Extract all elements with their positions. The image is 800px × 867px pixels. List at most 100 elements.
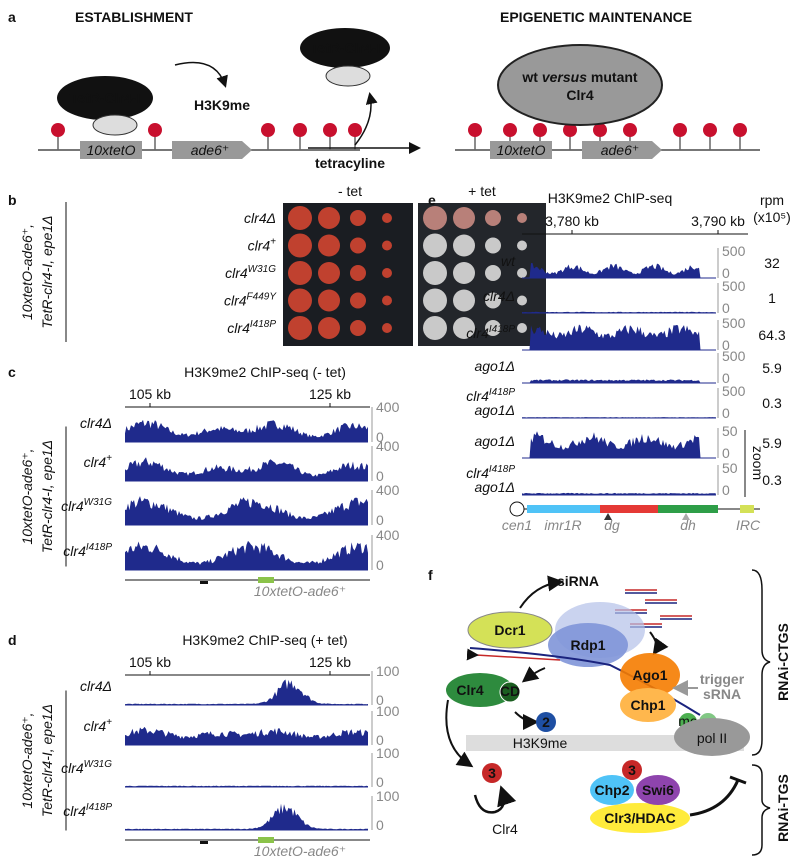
rpm-value: 5.9: [762, 435, 782, 451]
clr4-variant: [497, 44, 663, 126]
cd-domain: [499, 681, 521, 703]
scale-label: 50: [722, 460, 738, 476]
gene-name: clr4: [466, 388, 489, 404]
pathway-label: RNAi-TGS: [775, 774, 791, 842]
protein-label: TetR-Clr4-I: [70, 90, 141, 106]
gene-name: clr4: [248, 238, 271, 254]
gene-name: clr4: [466, 465, 489, 481]
scale-label: 400: [376, 527, 400, 543]
protein-label: Clr3/HDAC: [604, 810, 676, 826]
strain-line1: 10xtetO-ade6⁺,: [19, 712, 35, 808]
colony-spot: [318, 317, 340, 339]
recruit-arrow: [521, 666, 546, 683]
step: [536, 712, 556, 732]
pathway-label: RNAi-CTGS: [775, 623, 791, 701]
colony-spot: [350, 320, 366, 336]
region-label: dg: [604, 517, 620, 533]
scale-label: 0: [376, 732, 384, 748]
protein-label: pol II: [697, 730, 727, 746]
allele: W31G: [84, 497, 113, 508]
colony-spot: [423, 206, 447, 230]
ade6-label: ade6⁺: [601, 142, 640, 158]
x-tick-label: 105 kb: [129, 386, 171, 402]
step-label: 2: [542, 714, 550, 730]
scale-label: 500: [722, 348, 746, 364]
colony-spot: [485, 292, 501, 309]
colony-spot: [517, 323, 527, 333]
repression-bar: [729, 775, 747, 785]
ade6-arrow: [582, 141, 662, 159]
locus-label: 10xtetO-ade6⁺: [254, 843, 346, 859]
rpm-value: 32: [764, 255, 780, 271]
scale-label: 0: [376, 557, 384, 573]
teto-label: 10xtetO: [86, 142, 135, 158]
colony-spot: [350, 265, 366, 281]
locus-marker: [258, 577, 274, 583]
panel-label: c: [8, 364, 16, 380]
colony-spot: [382, 323, 392, 333]
colony-spot: [453, 317, 475, 339]
panel-title: H3K9me2 ChIP-seq (- tet): [184, 364, 346, 380]
h3k9me-mark: [533, 123, 547, 137]
ago1: [620, 653, 680, 697]
rpm-value: 1: [768, 290, 776, 306]
protein-label: Rdp1: [571, 637, 606, 653]
gene-name: clr4: [466, 325, 489, 341]
gene-name: clr4Δ: [483, 288, 515, 304]
variant-label: Clr4: [566, 87, 593, 103]
colony-spot: [485, 320, 501, 336]
deposit-arrow: [174, 61, 228, 88]
gene-name: clr4: [61, 498, 84, 514]
chp1: [620, 688, 676, 722]
allele: +: [270, 237, 276, 248]
repression: [689, 779, 740, 817]
teto-label: 10xtetO: [496, 142, 545, 158]
scale-label: 0: [722, 265, 730, 281]
centromere: [509, 501, 525, 517]
step: [622, 760, 642, 780]
tetr: [325, 65, 371, 87]
h3k9me-mark: [623, 123, 637, 137]
scale-label: 500: [722, 243, 746, 259]
region-label: IRC: [736, 517, 761, 533]
h3k9me-mark: [148, 123, 162, 137]
colony-spot: [423, 288, 447, 313]
h3k9me-mark: [563, 123, 577, 137]
coverage: [522, 492, 716, 495]
gene-name: ago1Δ: [474, 358, 515, 374]
panel-label: a: [8, 9, 16, 25]
protein-label: Swi6: [642, 782, 674, 798]
protein-label: Chp2: [595, 782, 630, 798]
colony-spot: [423, 233, 447, 258]
protein-label: Clr4: [492, 821, 518, 837]
colony-spot: [318, 234, 340, 257]
coverage: [522, 431, 716, 458]
scale-label: 100: [376, 745, 400, 761]
region: [740, 505, 754, 513]
allele: +: [106, 453, 112, 464]
h3k9me-mark: [323, 123, 337, 137]
coverage: [522, 324, 716, 350]
h3k9me-mark: [51, 123, 65, 137]
pol2: [674, 718, 750, 756]
protein-label: TetR-Clr4-I: [310, 40, 381, 56]
brace: [751, 569, 771, 756]
trigger-label: trigger: [700, 671, 745, 687]
teto-box: [80, 141, 142, 159]
tetr-clr4: [57, 76, 153, 120]
condition-label: + tet: [468, 183, 496, 199]
strain-row-label: clr4F449Y: [224, 292, 277, 309]
gene-name: clr4: [61, 760, 84, 776]
trigger-label: sRNA: [703, 686, 741, 702]
x-tick-label: 3,790 kb: [691, 213, 745, 229]
protein-label: Clr4: [456, 682, 483, 698]
h3k9me-mark: [293, 123, 307, 137]
scale-label: 400: [376, 482, 400, 498]
allele: I418P: [489, 387, 515, 398]
region-label: imr1R: [544, 517, 581, 533]
locus-marker: [200, 841, 208, 844]
locus-marker: [200, 581, 208, 584]
track-label: clr4I418P: [466, 464, 515, 481]
scale-label: 0: [376, 468, 384, 484]
scale-label: 0: [722, 482, 730, 498]
